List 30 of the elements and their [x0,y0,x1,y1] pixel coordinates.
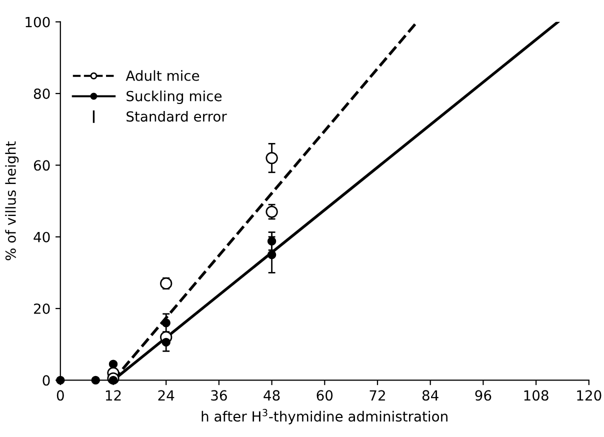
y-axis-title: % of villus height [5,141,19,260]
point [91,376,100,385]
annotation: Standard error [126,110,227,122]
point [108,376,118,385]
x-tick-label: 96 [475,390,492,401]
legend-label: Suckling mice [126,90,222,104]
y-tick-label: 40 [34,232,50,242]
y-tick-label: 0 [42,375,50,386]
y-tick-label: 100 [26,16,50,28]
x-tick-label: 48 [264,390,280,401]
point [108,360,118,368]
x-axis-title: h after H$^{3}$-thymidine administration [202,408,448,424]
x-tick-label: 12 [106,390,121,400]
x-tick-label: 72 [370,390,385,400]
x-tick-label: 24 [158,390,174,400]
x-tick-label: 84 [422,390,438,401]
x-tick-label: 36 [211,390,227,401]
point [266,152,278,164]
y-tick-label: 60 [34,160,50,171]
x-tick-label: 120 [577,390,602,401]
point [162,338,170,347]
point [267,250,276,260]
x-tick-label: 108 [524,390,548,401]
y-tick-label: 80 [34,88,50,99]
x-tick-label: 60 [316,390,333,401]
legend-label: Adult mice [126,70,200,81]
x-tick-label: 0 [56,390,64,401]
point [162,318,170,328]
y-tick-label: 20 [34,303,50,314]
point [267,236,276,246]
